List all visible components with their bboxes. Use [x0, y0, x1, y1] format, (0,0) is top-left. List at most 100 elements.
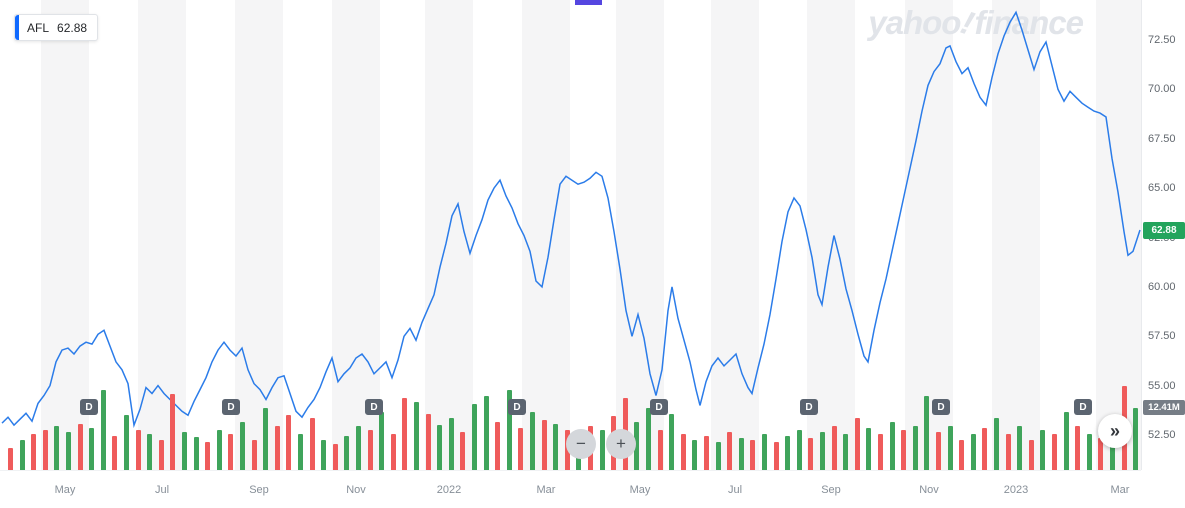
- volume-bar: [634, 422, 640, 470]
- volume-bar: [646, 408, 651, 470]
- volume-bar: [947, 426, 953, 470]
- dividend-marker[interactable]: D: [1074, 399, 1092, 415]
- chart-plot-area[interactable]: yahoo!finance D D D D D D D D AFL 62.88 − + »: [0, 0, 1141, 470]
- dividend-marker[interactable]: D: [650, 399, 668, 415]
- time-axis-label: Sep: [249, 484, 269, 496]
- dividend-marker[interactable]: D: [508, 399, 526, 415]
- volume-bar: [970, 434, 976, 470]
- volume-bar: [19, 440, 25, 470]
- volume-bar: [205, 442, 211, 470]
- volume-bar: [356, 426, 361, 470]
- volume-bar: [240, 422, 245, 470]
- volume-bar: [1040, 430, 1046, 470]
- volume-bar: [692, 440, 698, 470]
- volume-bar: [460, 432, 466, 470]
- volume-bar: [541, 420, 547, 470]
- volume-bar: [124, 415, 129, 470]
- volume-bar: [518, 428, 524, 470]
- volume-bar: [553, 424, 559, 470]
- price-axis-label: 65.00: [1148, 182, 1176, 195]
- volume-bar: [599, 430, 605, 470]
- volume-bar: [274, 426, 280, 470]
- volume-bar: [344, 436, 350, 470]
- volume-bar: [472, 404, 477, 470]
- month-stripe: [1096, 0, 1141, 470]
- volume-bar: [8, 448, 13, 470]
- volume-bar: [251, 440, 257, 470]
- month-stripe: [41, 0, 89, 470]
- volume-bar: [100, 390, 106, 470]
- time-axis-label: 2022: [436, 484, 462, 496]
- volume-bar: [414, 402, 419, 470]
- volume-bar: [762, 434, 767, 470]
- volume-bar: [54, 426, 60, 470]
- volume-bar: [796, 430, 802, 470]
- volume-bar: [135, 430, 141, 470]
- volume-bar: [773, 442, 779, 470]
- volume-bar: [936, 432, 941, 470]
- volume-bar: [808, 438, 814, 470]
- dividend-marker[interactable]: D: [800, 399, 818, 415]
- tab-indicator: [575, 0, 602, 5]
- volume-bar: [309, 418, 315, 470]
- volume-bar: [298, 434, 303, 470]
- zoom-out-button[interactable]: −: [566, 429, 596, 459]
- volume-bar: [193, 437, 199, 470]
- volume-bar: [1063, 412, 1069, 470]
- dividend-marker[interactable]: D: [80, 399, 98, 415]
- volume-bar: [495, 422, 501, 470]
- price-axis-label: 52.50: [1148, 429, 1176, 441]
- volume-bar: [901, 430, 907, 470]
- zoom-in-button[interactable]: +: [606, 429, 636, 459]
- price-line: [1, 10, 1141, 429]
- volume-bar: [889, 422, 895, 470]
- price-axis: 62.88 12.41M 72.5070.0067.5065.0062.5060…: [1141, 0, 1185, 470]
- volume-bar: [379, 412, 385, 470]
- volume-bar: [89, 428, 95, 470]
- time-axis-label: Nov: [346, 484, 366, 496]
- volume-bar: [924, 396, 930, 470]
- time-axis-label: 2023: [1003, 484, 1029, 496]
- scroll-right-button[interactable]: »: [1098, 414, 1132, 448]
- volume-bar: [425, 414, 431, 470]
- volume-bar: [854, 418, 860, 470]
- volume-bar: [506, 390, 512, 470]
- dividend-marker[interactable]: D: [365, 399, 383, 415]
- time-axis-label: Mar: [536, 484, 556, 496]
- volume-bar: [263, 408, 269, 470]
- volume-bar: [530, 412, 535, 470]
- dividend-marker[interactable]: D: [222, 399, 240, 415]
- volume-bar: [843, 434, 849, 470]
- month-stripe: [332, 0, 380, 470]
- volume-bar: [216, 430, 222, 470]
- volume-bar: [878, 434, 883, 470]
- volume-bar: [1052, 434, 1057, 470]
- volume-bar: [1005, 434, 1011, 470]
- volume-bar: [1110, 430, 1115, 470]
- volume-bar: [286, 415, 292, 470]
- volume-bar: [820, 432, 825, 470]
- volume-bar: [657, 430, 663, 470]
- volume-bar: [42, 430, 48, 470]
- volume-bar: [112, 436, 118, 470]
- volume-bar: [321, 440, 327, 470]
- volume-bar: [1028, 440, 1034, 470]
- volume-bar: [994, 418, 999, 470]
- volume-bar: [738, 438, 744, 470]
- ticker-symbol: AFL: [27, 20, 50, 35]
- price-axis-label: 57.50: [1148, 330, 1176, 343]
- month-stripe: [235, 0, 283, 470]
- price-axis-label: 67.50: [1148, 132, 1176, 145]
- volume-bar: [77, 424, 83, 470]
- current-price-badge: 62.88: [1143, 222, 1185, 239]
- volume-bar: [715, 442, 721, 470]
- volume-bar: [785, 436, 791, 470]
- time-axis-label: May: [629, 484, 651, 496]
- month-stripe: [522, 0, 570, 470]
- volume-bar: [31, 434, 37, 470]
- dividend-marker[interactable]: D: [932, 399, 950, 415]
- volume-bar: [332, 444, 338, 470]
- time-axis: May Jul Sep Nov 2022 Mar May Jul Sep Nov 2023 Mar: [0, 470, 1141, 508]
- month-stripe: [616, 0, 664, 470]
